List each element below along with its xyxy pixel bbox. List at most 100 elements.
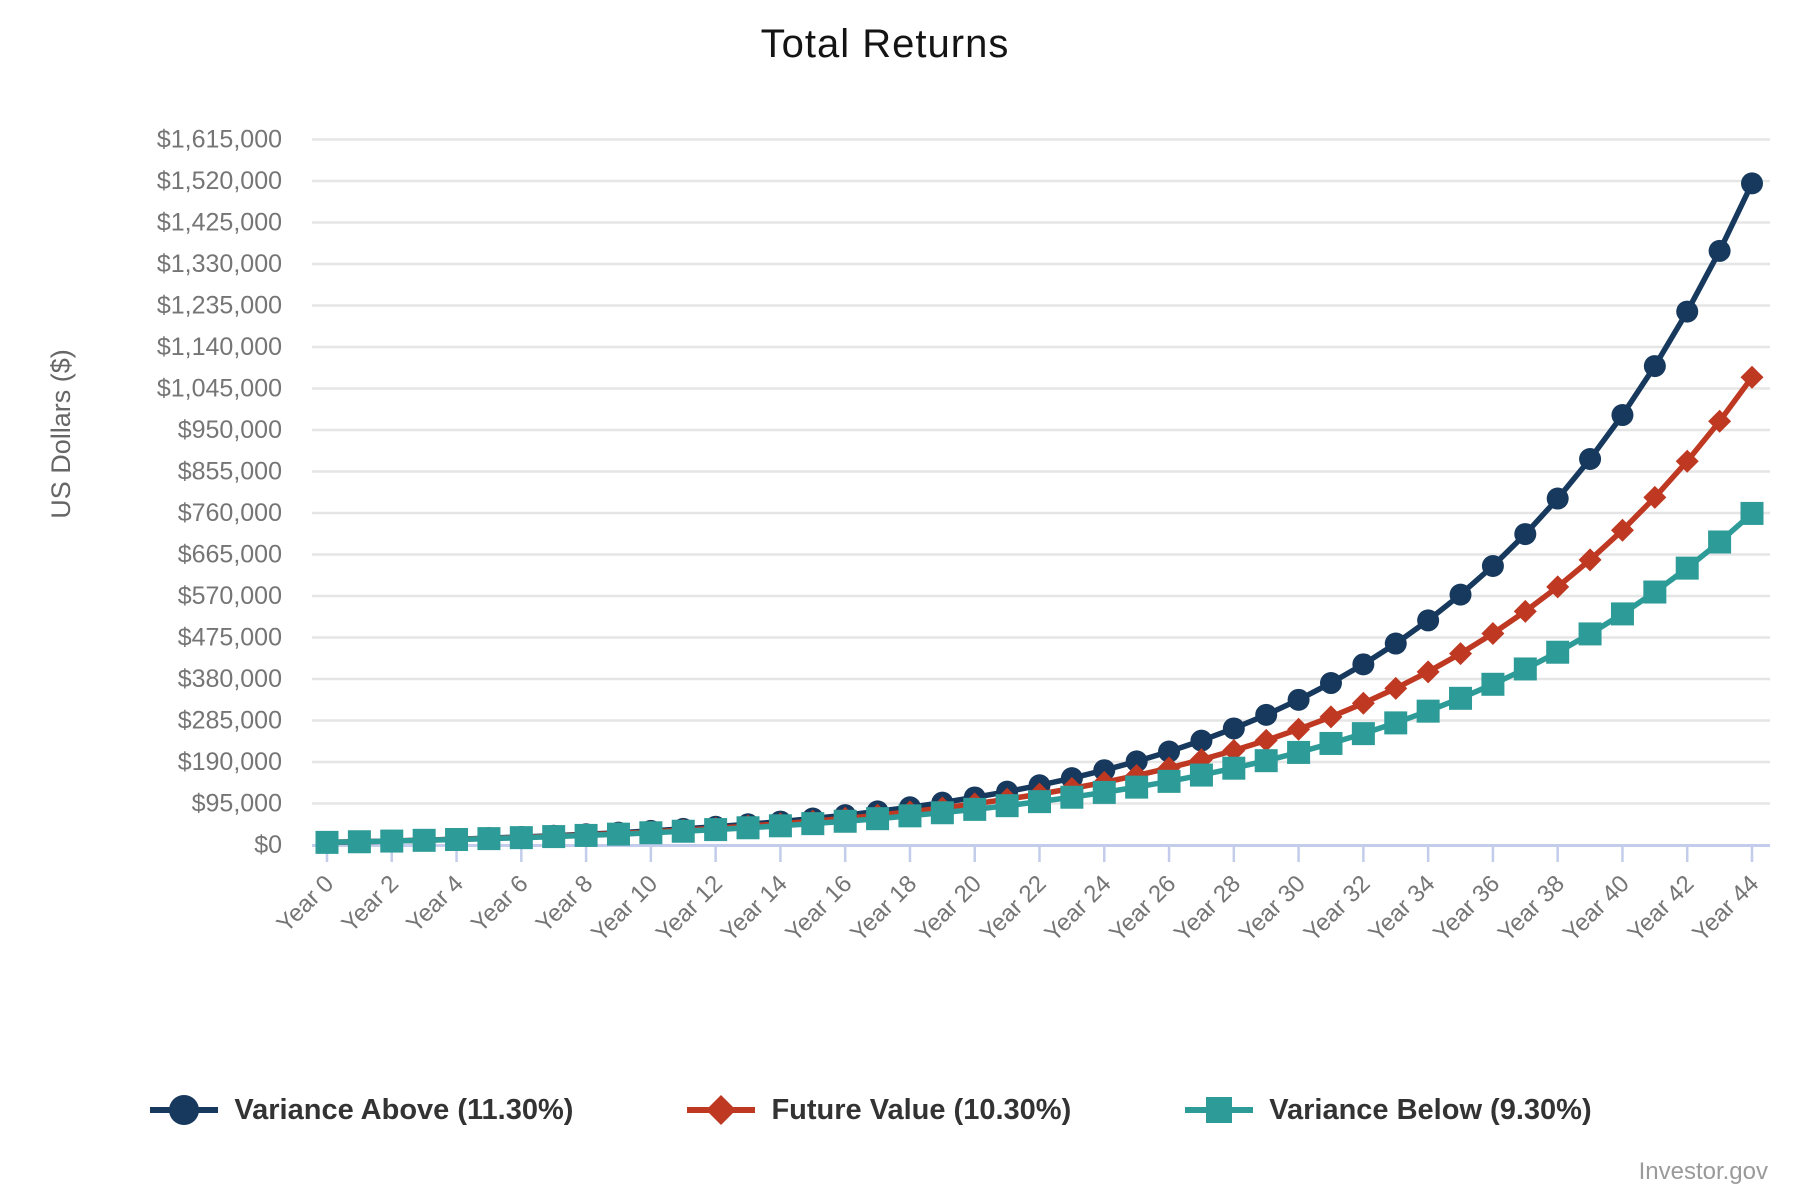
variance-below-9-30-marker — [768, 814, 792, 838]
variance-below-9-30-marker — [1449, 686, 1473, 710]
variance-below-9-30-marker — [704, 818, 728, 842]
variance-above-11-30-marker — [1643, 355, 1666, 378]
variance-below-9-30-marker — [639, 821, 663, 845]
x-tick-label: Year 10 — [586, 870, 663, 947]
variance-above-11-30-marker — [1611, 404, 1634, 427]
variance-above-11-30-marker — [1546, 487, 1569, 510]
variance-below-9-30-marker — [1060, 785, 1084, 809]
future-value-10-30-marker — [1675, 449, 1699, 473]
future-value-10-30-marker — [1546, 575, 1570, 599]
x-tick-label: Year 2 — [336, 870, 404, 938]
future-value-10-30-marker — [1222, 738, 1246, 762]
variance-below-9-30-marker — [1222, 756, 1246, 780]
variance-above-11-30-marker — [1514, 523, 1537, 546]
y-tick-label: $570,000 — [178, 582, 282, 610]
legend-label-variance-below: Variance Below (9.30%) — [1269, 1093, 1592, 1126]
y-tick-label: $95,000 — [192, 790, 282, 818]
y-tick-label: $760,000 — [178, 499, 282, 527]
x-tick-label: Year 30 — [1234, 870, 1311, 947]
y-tick-label: $1,140,000 — [157, 333, 282, 361]
variance-below-9-30-marker — [574, 823, 598, 847]
y-tick-label: $855,000 — [178, 458, 282, 486]
variance-below-9-30-marker — [315, 830, 339, 854]
future-value-10-30-marker — [1513, 599, 1537, 623]
future-value-10-30-line — [324, 374, 1755, 846]
variance-below-9-30-marker — [542, 825, 566, 849]
variance-below-9-30-marker — [1287, 740, 1311, 764]
future-value-10-30-marker — [1578, 548, 1602, 572]
y-tick-label: $665,000 — [178, 541, 282, 569]
legend-item-future-value[interactable]: Future Value (10.30%) — [685, 1092, 1071, 1128]
future-value-10-30-marker — [1416, 660, 1440, 684]
future-value-10-30-marker — [1319, 705, 1343, 729]
variance-above-11-30-marker — [1481, 554, 1504, 577]
x-tick-label: Year 26 — [1104, 870, 1181, 947]
variance-above-11-30-marker — [1741, 172, 1763, 195]
legend-item-variance-above[interactable]: Variance Above (11.30%) — [148, 1092, 573, 1128]
variance-below-9-30-marker — [898, 804, 922, 828]
variance-above-legend-marker-icon — [150, 1095, 219, 1125]
x-tick-label: Year 12 — [651, 870, 728, 947]
variance-below-9-30-marker — [671, 819, 695, 843]
variance-below-9-30-marker — [833, 809, 857, 833]
y-tick-label: $1,520,000 — [157, 167, 282, 195]
x-tick-label: Year 36 — [1428, 870, 1505, 947]
variance-above-11-30-marker — [1190, 729, 1213, 752]
legend-label-variance-above: Variance Above (11.30%) — [234, 1093, 574, 1126]
variance-below-9-30-marker — [445, 828, 469, 852]
future-value-10-30-marker — [1254, 728, 1278, 752]
variance-below-9-30-marker — [1578, 622, 1602, 646]
legend-item-variance-below[interactable]: Variance Below (9.30%) — [1183, 1092, 1592, 1128]
x-tick-label: Year 24 — [1040, 870, 1117, 947]
x-tick-label: Year 34 — [1363, 870, 1440, 947]
x-tick-label: Year 18 — [845, 870, 922, 947]
x-tick-label: Year 4 — [401, 870, 469, 938]
variance-below-9-30-marker — [930, 801, 954, 825]
x-tick-label: Year 42 — [1622, 870, 1699, 947]
variance-below-9-30-marker — [1157, 769, 1181, 793]
variance-above-11-30-marker — [1255, 703, 1278, 726]
future-value-10-30-marker — [1643, 485, 1667, 509]
y-tick-label: $1,045,000 — [157, 375, 282, 403]
variance-below-9-30-marker — [1610, 602, 1634, 626]
variance-below-9-30-marker — [801, 812, 825, 836]
variance-above-11-30-marker — [1384, 632, 1407, 655]
y-tick-label: $380,000 — [178, 665, 282, 693]
future-value-10-30-marker — [1740, 365, 1764, 389]
y-tick-label: $1,615,000 — [157, 126, 282, 154]
x-tick-label: Year 40 — [1558, 870, 1635, 947]
y-tick-label: $0 — [254, 831, 282, 859]
future-value-10-30-marker — [1449, 642, 1473, 666]
y-tick-label: $285,000 — [178, 707, 282, 735]
variance-below-9-30-marker — [1125, 775, 1149, 799]
variance-below-9-30-marker — [1384, 711, 1408, 735]
chart-legend: Variance Above (11.30%) Future Value (10… — [0, 1082, 1800, 1138]
variance-below-9-30-marker — [380, 829, 404, 853]
attribution-link[interactable]: Investor.gov — [1638, 1158, 1768, 1185]
variance-above-11-30-marker — [1222, 717, 1245, 740]
variance-above-11-30-marker — [1579, 448, 1602, 471]
y-tick-label: $475,000 — [178, 624, 282, 652]
variance-below-legend-marker-icon — [1185, 1097, 1254, 1123]
x-tick-label: Year 44 — [1687, 870, 1764, 947]
y-tick-label: $950,000 — [178, 416, 282, 444]
x-tick-label: Year 32 — [1299, 870, 1376, 947]
variance-below-9-30-marker — [1481, 672, 1505, 696]
variance-above-11-30-marker — [1449, 583, 1472, 606]
variance-below-9-30-marker — [1319, 731, 1343, 755]
legend-label-future-value: Future Value (10.30%) — [771, 1093, 1072, 1126]
variance-below-9-30-marker — [412, 828, 436, 852]
variance-below-9-30-marker — [1254, 749, 1278, 773]
variance-below-9-30-marker — [1513, 657, 1537, 681]
chart-title: Total Returns — [760, 22, 1010, 66]
variance-below-9-30-marker — [1643, 580, 1667, 604]
future-value-10-30-marker — [1610, 518, 1634, 542]
variance-below-9-30-marker — [606, 822, 630, 846]
x-tick-label: Year 20 — [910, 870, 987, 947]
variance-above-11-30-marker — [1708, 239, 1731, 262]
variance-below-9-30-marker — [347, 830, 371, 854]
y-tick-label: $190,000 — [178, 748, 282, 776]
variance-above-11-30-marker — [1093, 759, 1116, 782]
